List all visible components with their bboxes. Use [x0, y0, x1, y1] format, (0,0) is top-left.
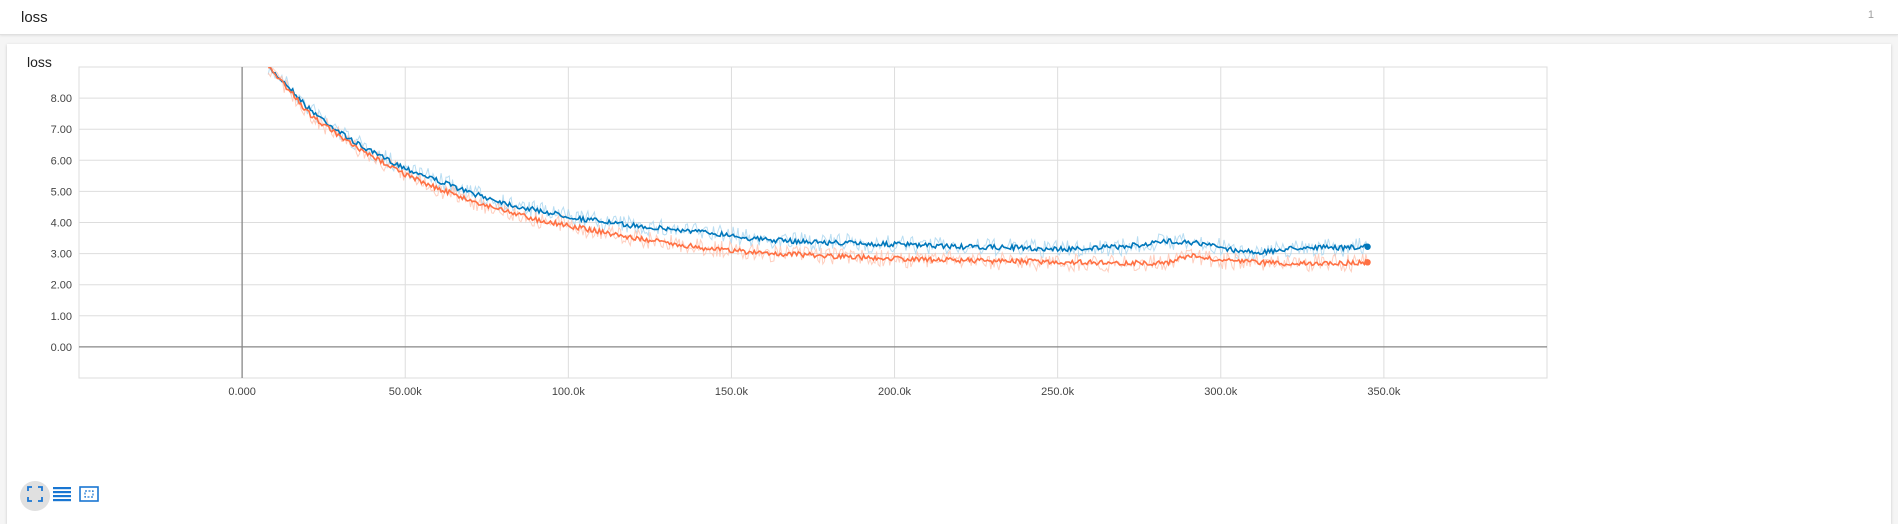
series-line-0: [268, 67, 1369, 256]
chart-title: loss: [27, 54, 52, 70]
x-tick-label: 100.0k: [552, 386, 586, 398]
x-tick-label: 250.0k: [1041, 386, 1075, 398]
fit-domain-icon: [27, 485, 43, 507]
group-count: 1: [1867, 9, 1874, 21]
y-tick-label: 0.00: [51, 342, 72, 354]
loss-chart[interactable]: 0.000 50.00k 100.0k 150.0k 200.0k 250.0k 300.0…: [7, 44, 1891, 480]
x-tick-label: 150.0k: [715, 386, 749, 398]
group-title: loss: [21, 9, 48, 26]
y-tick-label: 3.00: [51, 249, 72, 261]
raw-series-line-0: [267, 67, 1369, 262]
tick-labels: 0.000 50.00k 100.0k 150.0k 200.0k 250.0k 300.0…: [51, 93, 1401, 398]
fit-domain-button[interactable]: [20, 481, 50, 511]
x-tick-label: 0.000: [228, 386, 256, 398]
raw-series-line-1: [267, 67, 1369, 274]
x-tick-label: 50.00k: [389, 386, 423, 398]
group-header[interactable]: loss 1: [0, 0, 1898, 35]
y-tick-label: 5.00: [51, 186, 72, 198]
zoom-select-button[interactable]: [74, 481, 104, 511]
y-tick-label: 4.00: [51, 218, 72, 230]
chart-card: loss 0.000 50.00k 100.0k 150.0k 200.0k 250.0k…: [7, 44, 1891, 524]
y-tick-label: 7.00: [51, 124, 72, 136]
x-tick-label: 300.0k: [1204, 386, 1238, 398]
y-tick-label: 6.00: [51, 155, 72, 167]
grid-lines: [78, 66, 1548, 379]
zoom-select-icon: [79, 485, 99, 507]
y-tick-label: 1.00: [51, 311, 72, 323]
smoothed-series: [268, 67, 1371, 268]
x-tick-label: 350.0k: [1367, 386, 1401, 398]
y-tick-label: 2.00: [51, 280, 72, 292]
data-table-icon: [53, 486, 71, 507]
data-table-button[interactable]: [47, 481, 77, 511]
x-tick-label: 200.0k: [878, 386, 912, 398]
raw-series: [267, 67, 1369, 274]
series-end-point-0: [1364, 243, 1371, 250]
series-end-point-1: [1364, 259, 1371, 266]
axes: [79, 67, 1547, 378]
y-tick-label: 8.00: [51, 93, 72, 105]
series-line-1: [268, 67, 1369, 268]
